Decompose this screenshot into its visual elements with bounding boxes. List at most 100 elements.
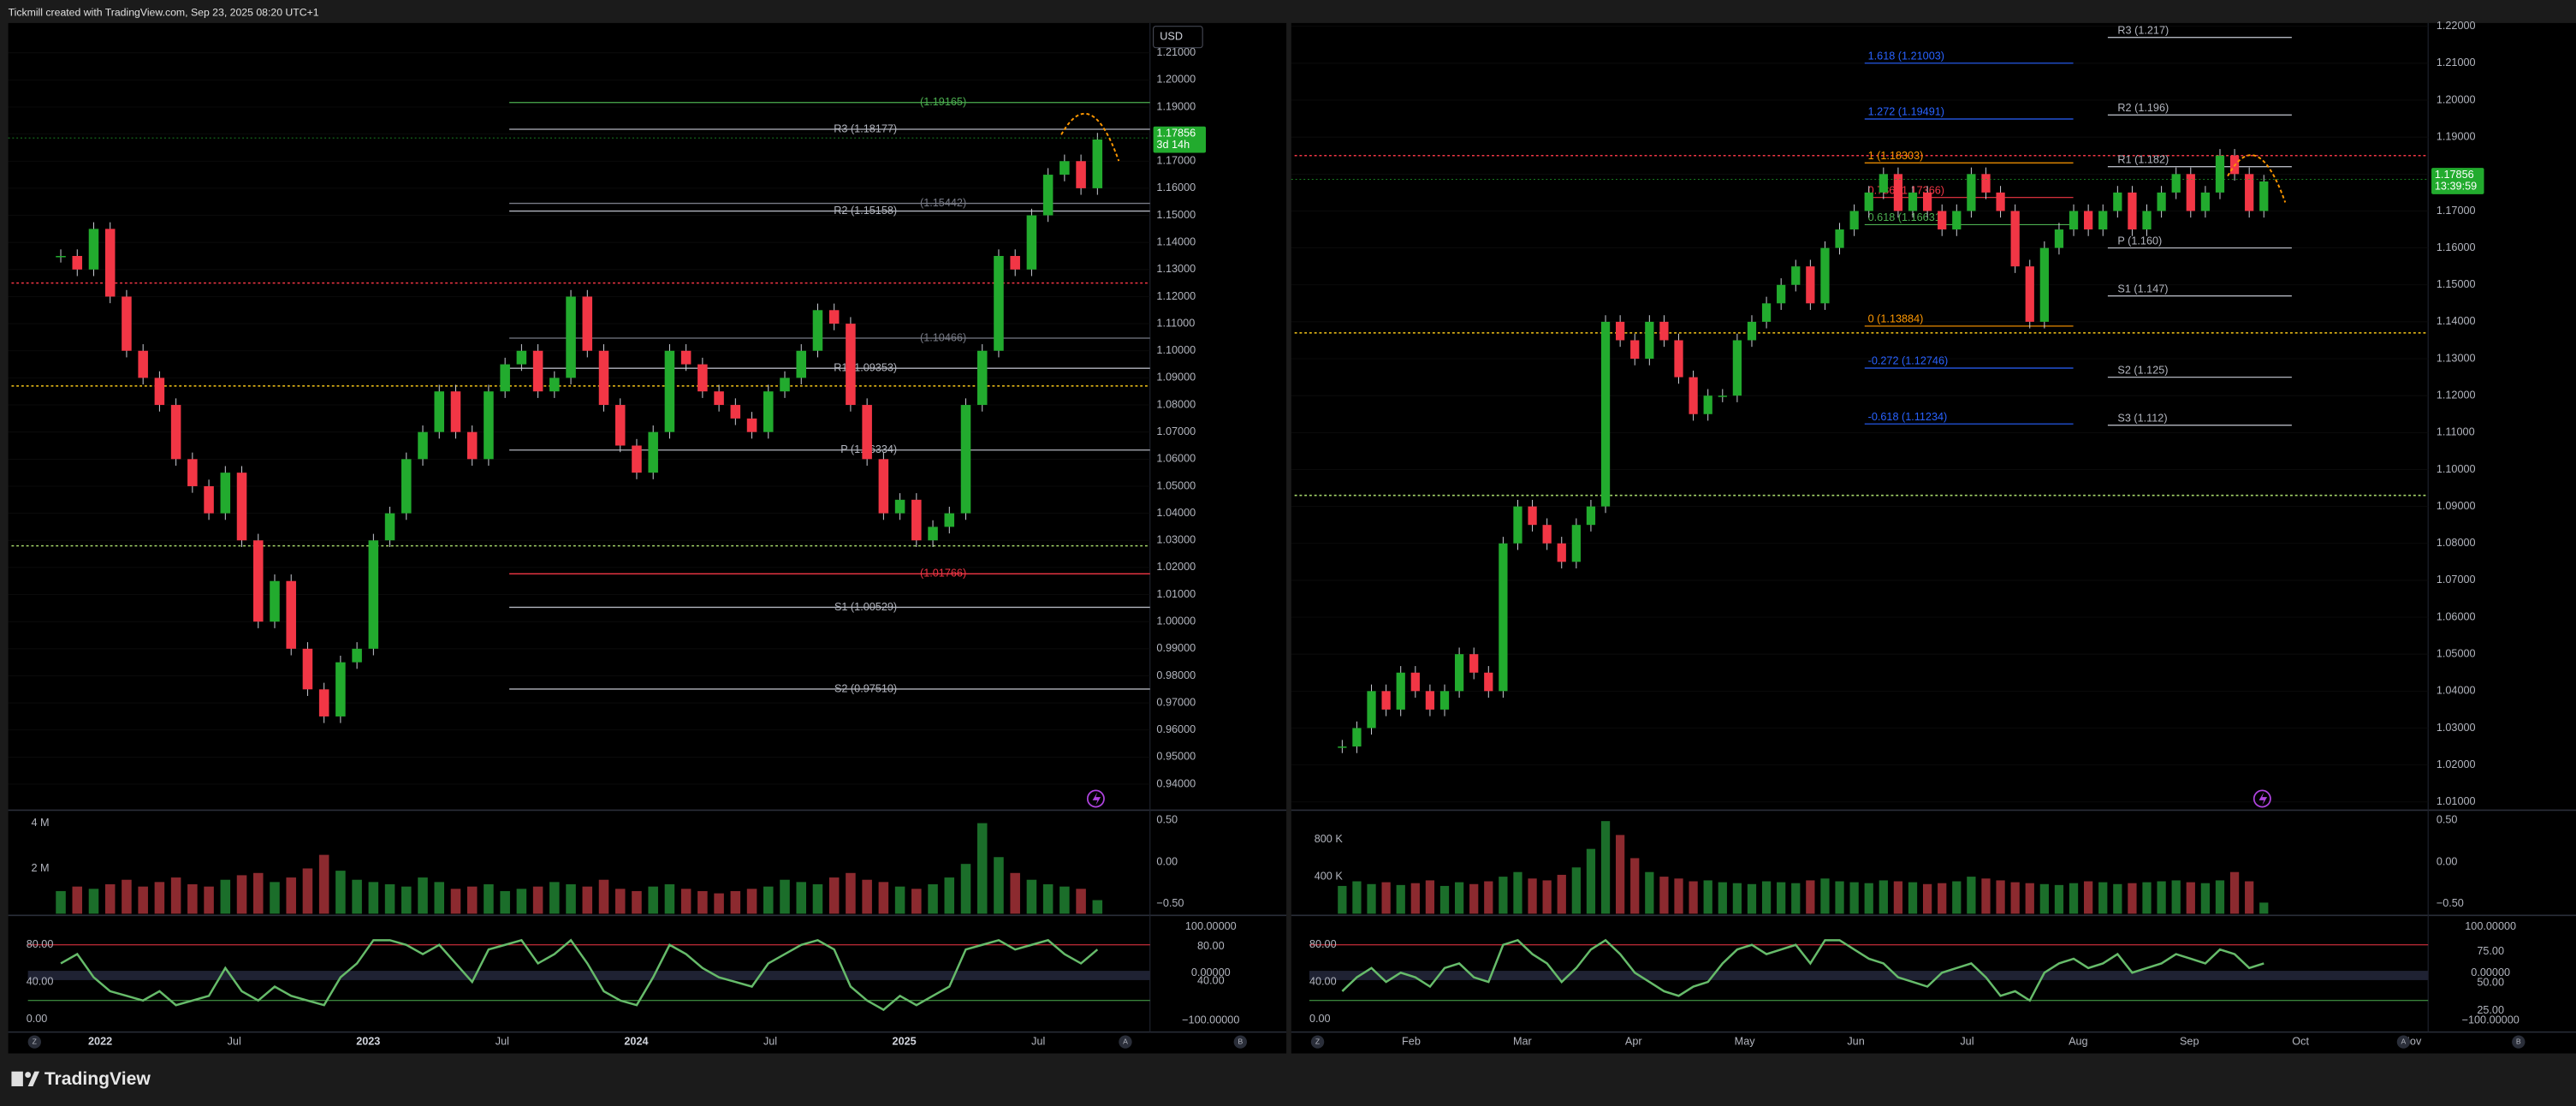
candle-body <box>566 296 576 378</box>
volume-bar <box>714 893 724 914</box>
pivot-label: (1.19165) <box>920 96 966 108</box>
candle-body <box>154 378 165 406</box>
volume-bar <box>1396 884 1405 914</box>
candle-body <box>697 364 708 392</box>
volume-bar <box>1425 880 1435 914</box>
volume-bar <box>664 884 675 914</box>
volume-bar <box>1026 879 1037 914</box>
corner-button-bg <box>27 1035 41 1049</box>
candle-body <box>828 310 840 324</box>
candle-body <box>2098 211 2108 230</box>
candle-body <box>1367 691 1376 728</box>
price-tick-label: 1.15000 <box>1156 209 1196 221</box>
volume-bar <box>1571 867 1581 914</box>
candle-body <box>72 256 83 270</box>
price-tick-label: 1.12000 <box>2437 389 2476 401</box>
price-tick-label: 1.04000 <box>1156 507 1196 519</box>
candle-body <box>2113 192 2122 211</box>
volume-bar <box>2128 883 2137 914</box>
volume-bar <box>1513 871 1522 914</box>
candle-body <box>2010 211 2020 267</box>
volume-bar <box>911 889 922 914</box>
volume-bar <box>138 886 148 914</box>
corner-button-bg <box>2512 1035 2526 1049</box>
pivot-label: (1.01766) <box>920 568 966 580</box>
candle-body <box>484 391 494 460</box>
candle-body <box>894 499 905 514</box>
osc-band <box>1309 971 2429 980</box>
volume-bar <box>1499 877 1508 914</box>
candle-body <box>1908 192 1918 211</box>
candle-body <box>1092 139 1103 188</box>
logo-dot <box>25 1072 32 1078</box>
volume-bar <box>1010 872 1020 914</box>
osc-band <box>27 971 1150 980</box>
candle-body <box>730 405 741 419</box>
volume-tick-label: 800 K <box>1315 833 1344 845</box>
volume-bar <box>434 882 445 914</box>
fib-label: 1.618 (1.21003) <box>1868 50 1944 62</box>
candle-body <box>286 580 296 649</box>
volume-bar <box>1645 871 1654 914</box>
time-label: 2022 <box>88 1035 112 1047</box>
volume-bar <box>286 877 296 914</box>
price-tick-label: 1.19000 <box>1156 100 1196 112</box>
volume-bar <box>796 882 807 914</box>
volume-bar <box>532 886 543 914</box>
volume-bar <box>516 889 527 914</box>
osc-tick-label: 80.00 <box>1309 938 1337 950</box>
candle-body <box>1381 691 1391 710</box>
volume-bar <box>1703 880 1712 914</box>
candle-body <box>2215 155 2225 193</box>
corner-button-bg <box>1233 1035 1248 1049</box>
volume-bar <box>1076 889 1086 914</box>
candle-body <box>335 662 346 717</box>
corner-button: B <box>2516 1037 2521 1045</box>
candle-body <box>2069 211 2079 230</box>
candle-body <box>1010 256 1020 270</box>
candle-body <box>846 324 856 406</box>
candle-body <box>994 256 1004 351</box>
last-price-badge <box>2431 168 2484 194</box>
volume-bar <box>549 882 560 914</box>
candle-body <box>352 648 362 663</box>
candle-body <box>1732 340 1742 396</box>
volume-bar <box>846 872 856 914</box>
volume-bar <box>2069 883 2079 914</box>
volume-bar <box>335 871 346 914</box>
candle-body <box>598 350 609 406</box>
volume-bar <box>598 879 609 914</box>
osc-right-label: −100.00000 <box>1182 1014 1239 1026</box>
volume-bar <box>1747 883 1757 914</box>
candle-body <box>1513 506 1522 544</box>
volume-bar <box>122 879 132 914</box>
price-tick-label: 1.03000 <box>1156 534 1196 546</box>
volume-bar <box>1718 882 1727 914</box>
fib-label: -0.618 (1.11234) <box>1868 411 1948 423</box>
fib-label: 1 (1.18303) <box>1868 150 1924 162</box>
candle-body <box>648 431 658 473</box>
candle-body <box>88 229 99 270</box>
osc-line <box>1341 938 2264 1002</box>
time-label: Sep <box>2180 1035 2199 1047</box>
candle-body <box>1528 506 1537 526</box>
footer-logo <box>11 1071 40 1086</box>
price-tick-label: 1.07000 <box>2437 574 2476 586</box>
osc-tick-label: 40.00 <box>1309 975 1337 987</box>
volume-bar <box>88 889 99 914</box>
candle-body <box>1484 672 1493 692</box>
candle-body <box>236 473 247 541</box>
candle-body <box>1425 691 1435 710</box>
candle-body <box>1557 543 1566 562</box>
volume-bar <box>104 884 116 914</box>
volume-bar <box>1059 886 1070 914</box>
volume-bar <box>1352 881 1362 914</box>
candle-body <box>1571 525 1581 562</box>
alert-icon <box>2253 789 2271 808</box>
volume-bar <box>220 879 231 914</box>
candle-body <box>2186 174 2195 211</box>
volume-bar <box>1864 883 1873 914</box>
candle-body <box>1835 229 1844 248</box>
volume-bar <box>352 879 362 914</box>
